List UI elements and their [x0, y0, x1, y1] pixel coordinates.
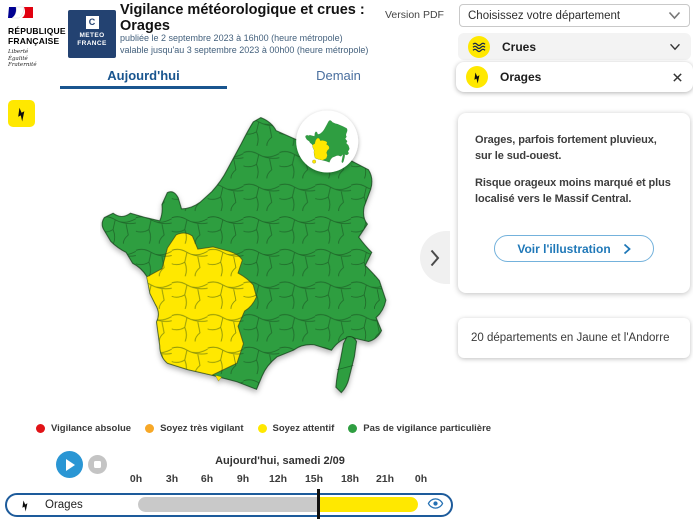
andorre-area — [214, 374, 223, 382]
stop-icon — [94, 461, 101, 468]
summary-text: 20 départements en Jaune et l'Andorre — [471, 332, 670, 344]
stop-button[interactable] — [88, 455, 107, 474]
vigilance-legend: Vigilance absolue Soyez très vigilant So… — [36, 423, 491, 434]
bulletin-paragraph-2: Risque orageux moins marqué et plus loca… — [475, 177, 671, 205]
mf-logo-line2: FRANCE — [77, 39, 107, 47]
close-icon[interactable] — [672, 72, 683, 83]
corsica-border — [336, 364, 354, 371]
tab-aujourdhui[interactable]: Aujourd'hui — [107, 68, 180, 83]
hour-tick: 9h — [236, 473, 250, 485]
gov-name-line1: RÉPUBLIQUE — [8, 26, 66, 36]
hour-tick: 0h — [129, 473, 143, 485]
eye-icon — [427, 498, 444, 509]
orange-dot-icon — [145, 424, 155, 433]
hour-tick: 18h — [340, 473, 360, 485]
tab-demain[interactable]: Demain — [316, 68, 361, 83]
next-map-button[interactable] — [420, 231, 450, 284]
lightning-icon — [466, 66, 488, 88]
version-pdf-link[interactable]: Version PDF — [385, 9, 444, 21]
hour-tick: 6h — [200, 473, 214, 485]
play-button[interactable] — [56, 451, 83, 478]
waves-icon — [468, 35, 490, 58]
meteo-france-logo: C METEO FRANCE — [68, 10, 116, 58]
legend-item-vert: Pas de vigilance particulière — [348, 423, 491, 434]
timeline-cursor[interactable] — [317, 489, 320, 519]
legend-item-rouge: Vigilance absolue — [36, 423, 131, 434]
timeline-segment-none — [138, 497, 318, 512]
active-tab-underline — [60, 86, 227, 89]
gouvernement-logo: RÉPUBLIQUE FRANÇAISE Liberté Égalité Fra… — [8, 6, 68, 69]
hazard-row-orages[interactable]: Orages — [456, 62, 693, 92]
timeline-row-label: Orages — [45, 499, 83, 511]
timeline-segment-jaune — [317, 497, 418, 512]
hour-tick: 3h — [165, 473, 179, 485]
legend-item-jaune: Soyez attentif — [257, 423, 334, 434]
chevron-down-icon[interactable] — [669, 43, 681, 51]
hazard-row-crues[interactable]: Crues — [458, 33, 691, 60]
visibility-toggle[interactable] — [427, 497, 444, 515]
yellow-dot-icon — [257, 424, 267, 433]
french-flag-icon — [8, 6, 33, 19]
hazard-crues-label: Crues — [502, 39, 537, 54]
timeline-bar[interactable] — [138, 497, 418, 512]
chevron-right-icon — [430, 249, 440, 266]
lightning-icon — [19, 499, 32, 512]
mf-logo-line1: METEO — [79, 32, 105, 39]
timeline-date-label: Aujourd'hui, samedi 2/09 — [215, 455, 345, 467]
hour-tick: 0h — [414, 473, 428, 485]
andorre-inset-dot — [312, 159, 317, 164]
department-dropdown[interactable]: Choisissez votre département — [459, 4, 690, 27]
motto-egalite: Égalité — [8, 55, 28, 62]
motto-liberte: Liberté — [8, 49, 29, 55]
map-inset-overview — [296, 110, 359, 173]
legend-item-orange: Soyez très vigilant — [145, 423, 244, 434]
red-dot-icon — [36, 424, 45, 433]
validity-date: valable jusqu'au 3 septembre 2023 à 00h0… — [120, 45, 369, 55]
bulletin-card: Orages, parfois fortement pluvieux, sur … — [458, 113, 690, 293]
motto-fraternite: Fraternité — [8, 62, 37, 68]
hour-tick: 21h — [375, 473, 395, 485]
published-date: publiée le 2 septembre 2023 à 16h00 (heu… — [120, 33, 343, 43]
department-dropdown-value: Choisissez votre département — [468, 9, 621, 22]
page-title-line1: Vigilance météorologique et crues : — [120, 2, 365, 18]
green-dot-icon — [348, 424, 358, 433]
voir-illustration-label: Voir l'illustration — [517, 241, 611, 256]
summary-card: 20 départements en Jaune et l'Andorre — [458, 318, 690, 358]
page-title: Vigilance météorologique et crues : Orag… — [120, 2, 420, 34]
lightning-icon — [17, 107, 24, 121]
gov-name-line2: FRANÇAISE — [8, 35, 60, 46]
voir-illustration-button[interactable]: Voir l'illustration — [494, 235, 654, 262]
chevron-down-icon — [668, 11, 681, 20]
france-map-mainland[interactable] — [102, 118, 386, 393]
hazard-orages-label: Orages — [500, 70, 542, 84]
play-icon — [66, 458, 75, 471]
hour-tick: 12h — [268, 473, 288, 485]
bulletin-paragraph-1: Orages, parfois fortement pluvieux, sur … — [475, 134, 657, 162]
france-vigilance-map[interactable] — [100, 104, 400, 404]
page-title-line2: Orages — [120, 17, 170, 34]
chevron-right-icon — [623, 243, 631, 254]
meteo-france-symbol: C — [85, 16, 99, 29]
hour-tick: 15h — [304, 473, 324, 485]
orages-vigilance-badge — [8, 100, 35, 127]
